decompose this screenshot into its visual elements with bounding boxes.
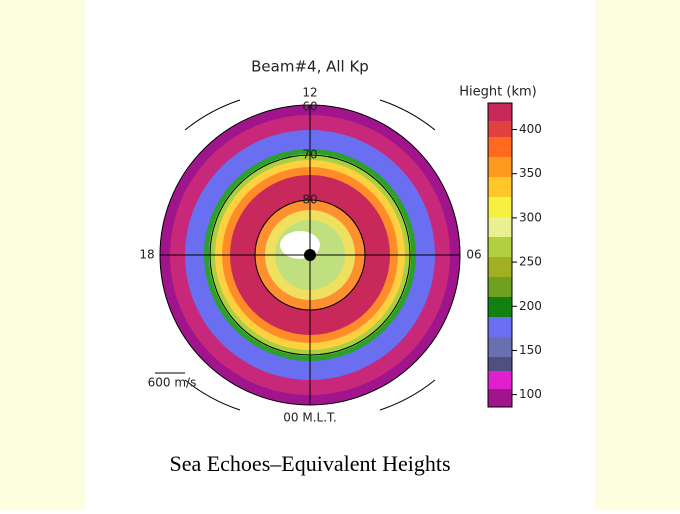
colorbar-tick-label: 300: [519, 210, 542, 224]
direction-label: 06: [466, 248, 481, 262]
colorbar-label: Hieght (km): [459, 85, 536, 100]
colorbar-tick-label: 350: [519, 166, 542, 180]
colorbar-tick-label: 200: [519, 299, 542, 313]
latitude-label: 70: [302, 148, 317, 162]
polar-plot: [155, 99, 461, 411]
colorbar-tick-label: 100: [519, 387, 542, 401]
caption: Sea Echoes–Equivalent Heights: [169, 451, 450, 476]
direction-label: 18: [139, 248, 154, 262]
colorbar-tick-label: 400: [519, 122, 542, 136]
direction-label: 00 M.L.T.: [283, 411, 336, 425]
chart-title: Beam#4, All Kp: [251, 58, 369, 76]
latitude-label: 80: [302, 193, 317, 207]
colorbar-tick-label: 150: [519, 343, 542, 357]
colorbar-tick-label: 250: [519, 255, 542, 269]
latitude-label: 60: [302, 100, 317, 114]
colorbar: [487, 102, 513, 408]
vector-scale: 600 m/s: [148, 376, 197, 390]
direction-label: 12: [302, 86, 317, 100]
